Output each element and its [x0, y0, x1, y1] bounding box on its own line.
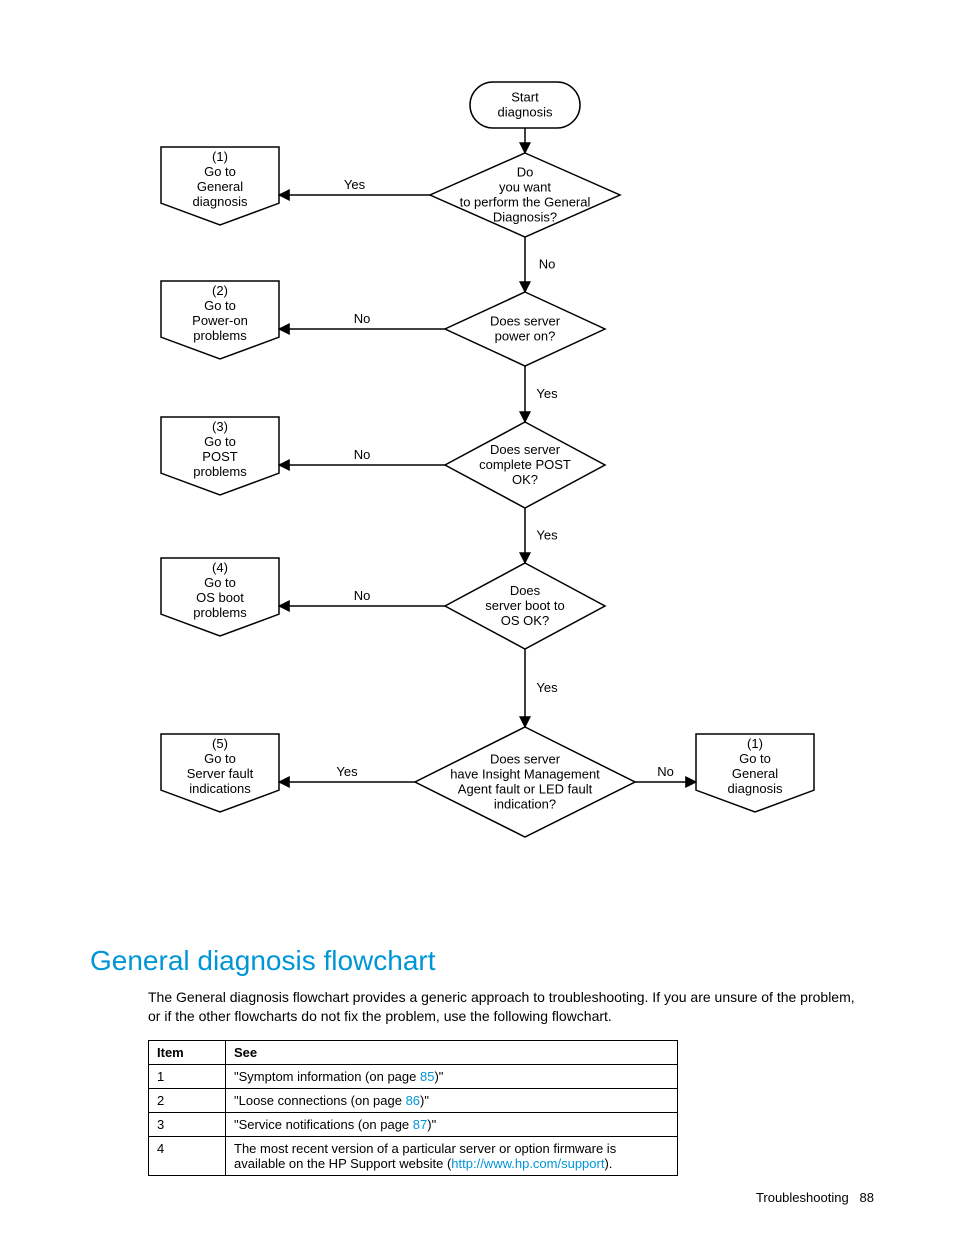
- table-cell-see: "Service notifications (on page 87)": [226, 1113, 678, 1137]
- table-cell-item: 3: [149, 1113, 226, 1137]
- table-row: 2"Loose connections (on page 86)": [149, 1089, 678, 1113]
- table-row: 1"Symptom information (on page 85)": [149, 1065, 678, 1089]
- svg-text:indication?: indication?: [494, 797, 556, 812]
- svg-text:Go to: Go to: [204, 164, 236, 179]
- svg-text:complete POST: complete POST: [479, 457, 571, 472]
- svg-text:(2): (2): [212, 283, 228, 298]
- svg-text:indications: indications: [189, 781, 251, 796]
- svg-text:Yes: Yes: [336, 764, 358, 779]
- page-link[interactable]: http://www.hp.com/support: [451, 1156, 604, 1171]
- table-cell-item: 1: [149, 1065, 226, 1089]
- table-header-see: See: [226, 1041, 678, 1065]
- svg-text:Go to: Go to: [739, 751, 771, 766]
- svg-text:OS boot: OS boot: [196, 590, 244, 605]
- page-link[interactable]: 87: [413, 1117, 427, 1132]
- page-link[interactable]: 86: [406, 1093, 420, 1108]
- svg-text:Does server: Does server: [490, 314, 561, 329]
- svg-text:Diagnosis?: Diagnosis?: [493, 210, 557, 225]
- svg-text:OK?: OK?: [512, 472, 538, 487]
- footer-page-number: 88: [860, 1190, 874, 1205]
- svg-text:Do: Do: [517, 165, 534, 180]
- svg-text:Does server: Does server: [490, 442, 561, 457]
- svg-text:Yes: Yes: [536, 680, 558, 695]
- svg-text:Go to: Go to: [204, 434, 236, 449]
- table-cell-see: "Symptom information (on page 85)": [226, 1065, 678, 1089]
- svg-text:Go to: Go to: [204, 575, 236, 590]
- svg-text:Agent fault or LED fault: Agent fault or LED fault: [458, 782, 593, 797]
- page-footer: Troubleshooting 88: [756, 1190, 874, 1205]
- svg-text:diagnosis: diagnosis: [728, 781, 783, 796]
- svg-text:Does server: Does server: [490, 752, 561, 767]
- svg-text:POST: POST: [202, 449, 237, 464]
- footer-section: Troubleshooting: [756, 1190, 849, 1205]
- section-body-text: The General diagnosis flowchart provides…: [148, 988, 868, 1026]
- svg-text:No: No: [657, 764, 674, 779]
- svg-text:Server fault: Server fault: [187, 766, 254, 781]
- svg-text:power on?: power on?: [495, 329, 556, 344]
- diagnosis-flowchart: StartdiagnosisDoyou wantto perform the G…: [0, 0, 954, 920]
- svg-text:Power-on: Power-on: [192, 313, 248, 328]
- svg-text:you want: you want: [499, 180, 551, 195]
- svg-text:Start: Start: [511, 90, 539, 105]
- svg-text:diagnosis: diagnosis: [498, 105, 553, 120]
- table-row: 3"Service notifications (on page 87)": [149, 1113, 678, 1137]
- svg-text:OS OK?: OS OK?: [501, 613, 549, 628]
- svg-text:to perform the General: to perform the General: [460, 195, 591, 210]
- svg-text:General: General: [732, 766, 778, 781]
- svg-text:(3): (3): [212, 419, 228, 434]
- svg-text:server boot to: server boot to: [485, 598, 565, 613]
- svg-text:have Insight Management: have Insight Management: [450, 767, 600, 782]
- svg-text:Yes: Yes: [344, 177, 366, 192]
- svg-text:Go to: Go to: [204, 298, 236, 313]
- svg-text:(5): (5): [212, 736, 228, 751]
- svg-text:(1): (1): [747, 736, 763, 751]
- svg-text:problems: problems: [193, 605, 247, 620]
- svg-text:No: No: [354, 588, 371, 603]
- table-cell-item: 4: [149, 1137, 226, 1176]
- page-link[interactable]: 85: [420, 1069, 434, 1084]
- svg-text:problems: problems: [193, 464, 247, 479]
- svg-text:No: No: [539, 257, 556, 272]
- section-heading: General diagnosis flowchart: [90, 945, 436, 977]
- table-header-item: Item: [149, 1041, 226, 1065]
- svg-text:No: No: [354, 311, 371, 326]
- svg-text:Does: Does: [510, 583, 541, 598]
- svg-text:No: No: [354, 447, 371, 462]
- reference-table: Item See 1"Symptom information (on page …: [148, 1040, 678, 1176]
- table-cell-item: 2: [149, 1089, 226, 1113]
- svg-text:diagnosis: diagnosis: [193, 194, 248, 209]
- page: StartdiagnosisDoyou wantto perform the G…: [0, 0, 954, 1235]
- svg-text:Yes: Yes: [536, 386, 558, 401]
- svg-text:General: General: [197, 179, 243, 194]
- table-cell-see: The most recent version of a particular …: [226, 1137, 678, 1176]
- svg-text:Yes: Yes: [536, 528, 558, 543]
- table-row: 4The most recent version of a particular…: [149, 1137, 678, 1176]
- table-cell-see: "Loose connections (on page 86)": [226, 1089, 678, 1113]
- svg-text:(1): (1): [212, 149, 228, 164]
- svg-text:Go to: Go to: [204, 751, 236, 766]
- svg-text:problems: problems: [193, 328, 247, 343]
- svg-text:(4): (4): [212, 560, 228, 575]
